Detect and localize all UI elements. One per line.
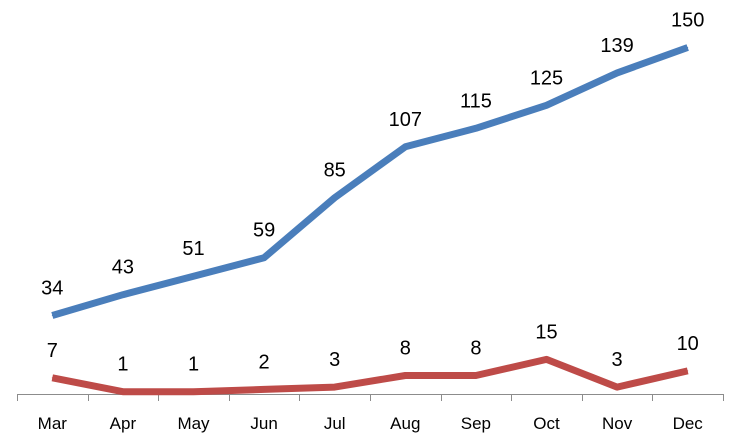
x-tick-label: Aug [390,414,420,433]
series-2-data-label: 3 [612,349,623,371]
x-axis: Mar Apr May Jun Jul Aug Sep Oct Nov Dec [17,394,724,433]
series-1-data-label: 34 [41,277,63,299]
series-1-point [546,104,547,106]
series-1-point [475,127,477,129]
series-lines [51,44,689,396]
series-2-data-label: 2 [259,351,270,373]
series-2-data-label: 8 [470,338,481,360]
series-1-point [616,72,618,74]
series-1-point [334,197,336,199]
series-2-line [51,355,689,396]
series-2-point [616,386,618,388]
series-1-data-label: 43 [112,257,134,279]
series-2-point [263,388,265,390]
data-labels: 34 43 51 59 85 107 115 125 139 150 7 1 1 2 3 8 8 15 3 10 [41,10,704,376]
series-1-data-label: 107 [389,109,422,131]
x-tick-label: Mar [38,414,68,433]
series-1-point [687,47,689,48]
series-2-point [475,375,477,377]
series-1-point [122,294,124,296]
series-1-data-label: 115 [460,90,492,112]
series-1-data-label: 59 [253,220,275,242]
series-2-data-label: 1 [188,354,199,376]
series-2-point [334,386,336,388]
x-tick-label: Apr [110,414,137,433]
series-1-point [404,146,406,148]
series-2-point [546,358,547,360]
series-2-point [404,375,406,377]
x-tick-label: Oct [533,414,560,433]
series-1-data-label: 85 [324,160,346,182]
series-1-data-label: 125 [530,67,563,89]
series-1-data-label: 51 [182,238,204,260]
series-2-point [51,377,53,379]
series-1-line [51,44,689,319]
series-2-data-label: 8 [400,338,411,360]
series-2-point [122,391,124,393]
series-1-point [51,314,53,316]
x-tick-label: Sep [461,414,491,433]
series-1-data-label: 139 [600,35,633,57]
series-2-point [193,391,194,393]
series-2-data-label: 15 [535,321,557,343]
x-tick-label: Nov [602,414,633,433]
x-tick-label: Jul [324,414,346,433]
series-1-point [193,275,194,277]
x-tick-label: Dec [673,414,704,433]
x-tick-label: May [177,414,210,433]
series-2-data-label: 7 [47,340,58,362]
series-2-data-label: 10 [677,333,699,355]
x-tick-label: Jun [250,414,277,433]
series-1-data-label: 150 [671,10,704,32]
series-2-data-label: 1 [117,354,128,376]
series-2-point [687,370,689,372]
series-1-point [263,257,265,259]
series-2-data-label: 3 [329,349,340,371]
